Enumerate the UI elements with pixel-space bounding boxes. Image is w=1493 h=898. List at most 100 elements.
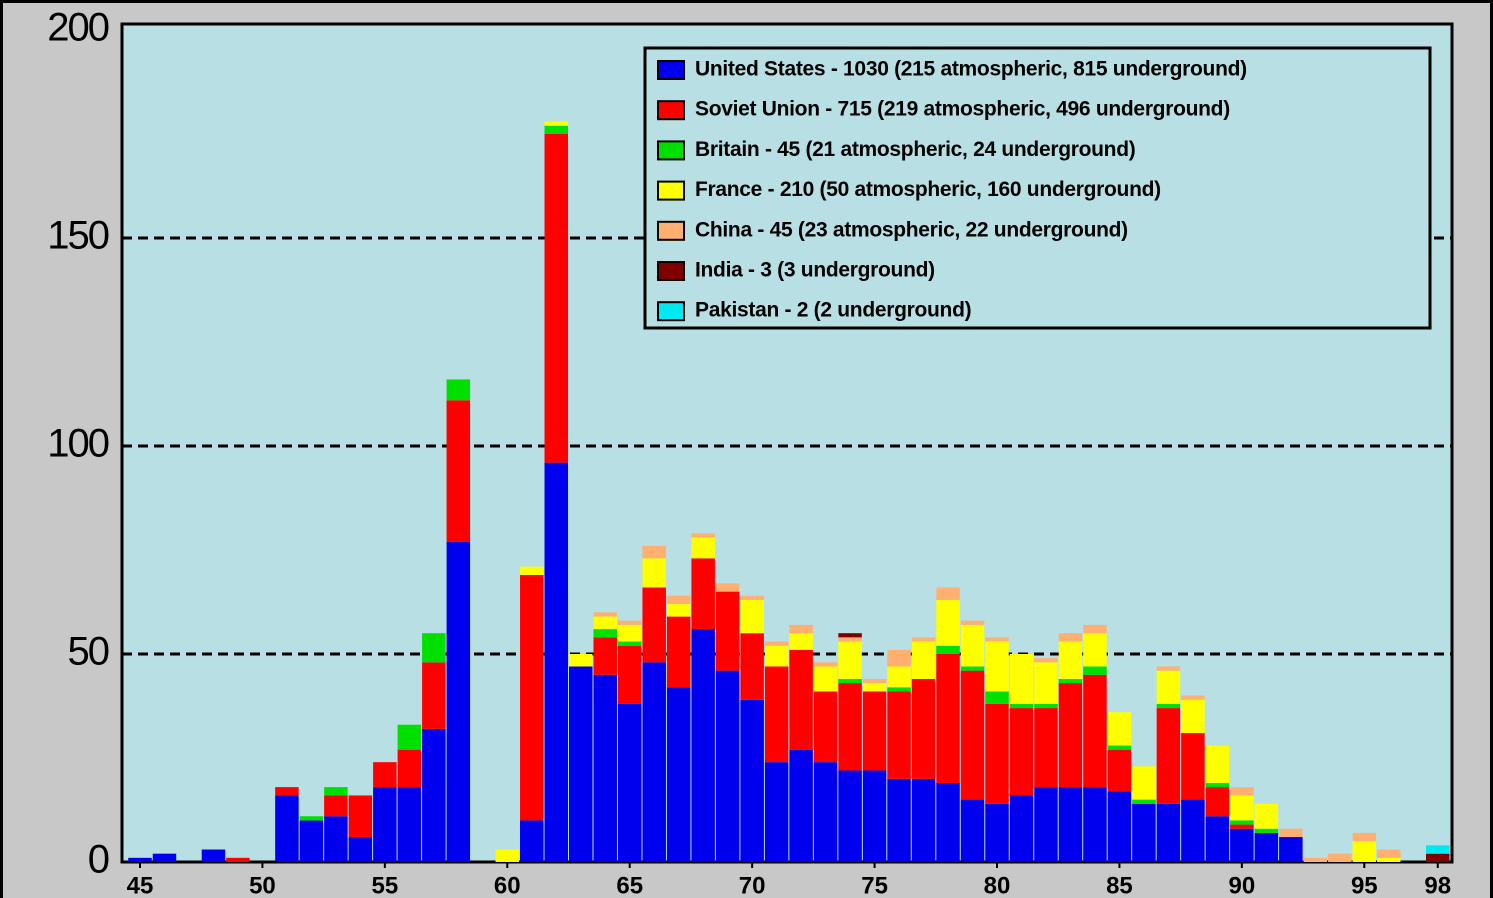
bar-segment (789, 649, 813, 750)
bar-segment (1009, 703, 1034, 709)
bar-segment (495, 849, 520, 862)
bar-segment (1181, 695, 1205, 700)
bar-segment (617, 645, 642, 704)
bar-segment (813, 762, 838, 862)
bar-segment (128, 857, 152, 862)
bar-segment (348, 837, 373, 862)
bar-segment (960, 666, 985, 671)
bar-segment (1279, 828, 1303, 838)
bar-segment (593, 612, 617, 617)
bar-segment (1083, 624, 1107, 634)
bar-segment (1205, 782, 1230, 788)
bar-segment (1107, 749, 1132, 792)
bar-segment (789, 749, 813, 862)
bar-segment (1058, 787, 1083, 862)
bar-segment (1009, 654, 1034, 704)
bar-segment (838, 770, 862, 862)
bar-segment (1328, 853, 1352, 862)
bar-segment (1205, 787, 1230, 817)
bar-segment (1205, 816, 1230, 862)
bar-segment (813, 691, 838, 763)
bar-segment (544, 121, 568, 126)
bar-segment (299, 820, 324, 862)
x-tick-label: 65 (616, 872, 643, 898)
y-tick-label: 150 (47, 214, 108, 258)
bar-segment (1034, 662, 1058, 704)
bar-segment (715, 591, 740, 671)
bar-segment (838, 641, 862, 679)
bar-segment (960, 670, 985, 800)
bar-segment (887, 778, 911, 862)
bar-segment (911, 637, 936, 642)
bar-segment (373, 762, 397, 788)
bar-segment (642, 558, 666, 588)
bar-segment (299, 816, 324, 821)
bar-segment (887, 666, 911, 688)
bar-segment (1132, 799, 1156, 804)
legend-swatch (657, 180, 685, 201)
bar-segment (887, 691, 911, 779)
y-tick-label: 0 (88, 838, 109, 882)
bar-segment (985, 803, 1009, 862)
bar-segment (740, 595, 764, 600)
bar-segment (985, 691, 1009, 704)
bar-segment (985, 641, 1009, 692)
legend-box (643, 46, 1432, 330)
bar-segment (422, 728, 446, 862)
bar-segment (887, 649, 911, 667)
bar-segment (1107, 791, 1132, 862)
bar-segment (911, 678, 936, 779)
bar-segment (324, 816, 348, 862)
bar-segment (936, 782, 960, 862)
x-tick-label: 55 (372, 872, 399, 898)
bar-segment (1034, 787, 1058, 862)
bar-segment (985, 637, 1009, 642)
bar-segment (544, 134, 568, 463)
bar-segment (666, 616, 691, 688)
bar-segment (1009, 795, 1034, 862)
bar-segment (324, 795, 348, 817)
bar-segment (691, 629, 715, 862)
bar-segment (936, 599, 960, 646)
bar-segment (789, 624, 813, 634)
bar-segment (544, 462, 568, 862)
bar-segment (691, 537, 715, 559)
bar-segment (862, 683, 887, 692)
legend-label: China - 45 (23 atmospheric, 22 undergrou… (695, 218, 1128, 241)
bar-segment (152, 853, 177, 862)
bar-segment (1230, 828, 1254, 862)
bar-segment (373, 787, 397, 862)
bar-segment (887, 687, 911, 692)
bar-segment (764, 641, 789, 646)
bar-segment (985, 703, 1009, 804)
bar-segment (1156, 670, 1181, 704)
bar-segment (1279, 837, 1303, 862)
bar-segment (1230, 787, 1254, 796)
legend-label: Pakistan - 2 (2 underground) (695, 299, 971, 322)
bar-segment (397, 749, 422, 788)
bar-segment (1107, 712, 1132, 746)
bar-segment (1083, 666, 1107, 675)
bar-segment (1377, 849, 1401, 858)
y-tick-label: 50 (68, 630, 109, 674)
bar-segment (740, 699, 764, 862)
bar-segment (1426, 853, 1450, 862)
bar-segment (1377, 857, 1401, 862)
bar-segment (691, 558, 715, 630)
bar-segment (275, 787, 299, 796)
legend-swatch (657, 301, 685, 322)
bar-segment (593, 616, 617, 630)
bar-segment (1230, 795, 1254, 821)
x-tick-label: 45 (127, 872, 154, 898)
bar-segment (862, 691, 887, 771)
legend: United States - 1030 (215 atmospheric, 8… (643, 46, 1432, 330)
bar-segment (1083, 787, 1107, 862)
bar-segment (569, 654, 593, 667)
bar-segment (1034, 708, 1058, 788)
bar-segment (1058, 683, 1083, 788)
x-tick-label: 80 (984, 872, 1011, 898)
legend-label: United States - 1030 (215 atmospheric, 8… (695, 58, 1247, 81)
bar-segment (1426, 845, 1450, 854)
bar-segment (348, 795, 373, 838)
